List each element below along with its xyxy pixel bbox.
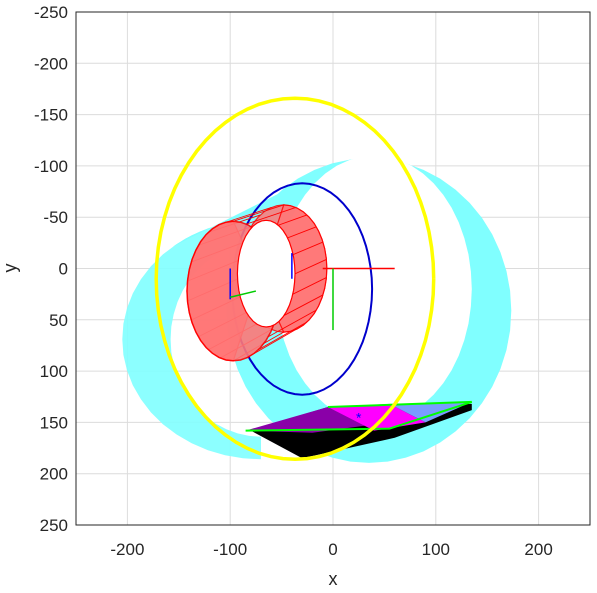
y-tick-label: 100 <box>40 362 68 381</box>
axes-box <box>75 11 591 526</box>
y-axis-label: y <box>0 264 20 273</box>
x-tick-label: 200 <box>524 540 552 559</box>
panel-edge-front <box>245 400 473 432</box>
x-tick-label: -100 <box>213 540 247 559</box>
scene: * <box>122 96 512 463</box>
y-tick-label: -200 <box>34 54 68 73</box>
frame-y-axis-2 <box>230 290 257 298</box>
y-tick-label: -100 <box>34 157 68 176</box>
x-tick-label: 100 <box>422 540 450 559</box>
y-tick-label: -150 <box>34 106 68 125</box>
panel-edge-back <box>327 400 472 408</box>
drum-rib <box>246 207 296 225</box>
panel-marker: * <box>356 409 362 425</box>
y-tick-label: 200 <box>40 465 68 484</box>
y-tick-label: 50 <box>49 311 68 330</box>
tick-labels: -200 -100 0 100 200 -250 -200 -150 -100 -50 0 50 100… <box>34 3 553 559</box>
drum-rib <box>258 321 308 351</box>
drum-opening <box>236 219 296 328</box>
ring-outline <box>154 96 436 462</box>
x-tick-label: -200 <box>110 540 144 559</box>
drum-rib <box>268 309 317 338</box>
y-tick-label: 150 <box>40 413 68 432</box>
y-tick-label: -250 <box>34 3 68 22</box>
y-tick-label: 0 <box>59 260 68 279</box>
ring-opening <box>276 155 472 423</box>
x-tick-label: 0 <box>328 540 337 559</box>
y-tick-label: 250 <box>40 516 68 535</box>
drum-rib <box>233 204 284 222</box>
x-axis-label: x <box>329 569 338 589</box>
panel-right <box>389 401 472 423</box>
y-tick-label: -50 <box>43 208 68 227</box>
